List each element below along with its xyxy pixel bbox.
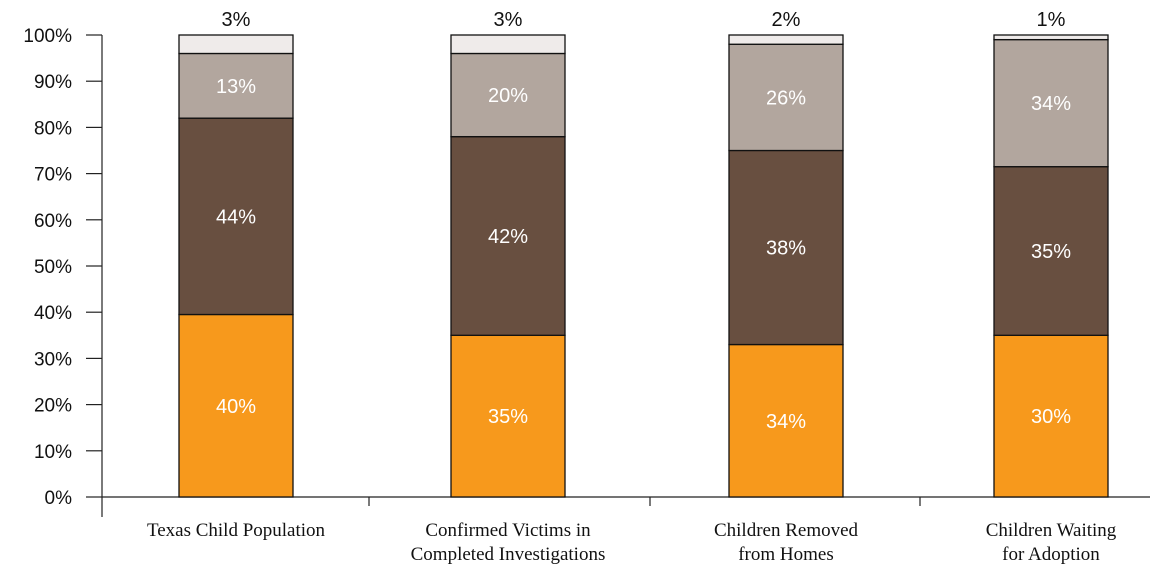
bar-segment [178, 52, 294, 119]
y-tick-label: 50% [34, 257, 72, 278]
y-tick-label: 70% [34, 165, 72, 186]
bars [178, 34, 1109, 498]
y-tick-label: 40% [34, 303, 72, 324]
bar-segment [178, 117, 294, 316]
bar-segment [993, 34, 1109, 41]
y-tick-label: 60% [34, 211, 72, 232]
y-tick-label: 20% [34, 396, 72, 417]
bar-segment [993, 166, 1109, 336]
x-category-label: Texas Child Population [147, 520, 326, 541]
bar-top-label: 1% [1037, 9, 1066, 31]
bar-segment [993, 334, 1109, 498]
bar-top-label: 2% [772, 9, 801, 31]
bar-segment [450, 135, 566, 336]
y-tick-label: 10% [34, 442, 72, 463]
bar-segment [728, 149, 844, 346]
bar-segment-label: 30% [1031, 406, 1071, 428]
y-tick-label: 80% [34, 118, 72, 139]
bar-segment-label: 35% [1031, 241, 1071, 263]
bar-top-label: 3% [222, 9, 251, 31]
x-category-label: Confirmed Victims in Completed Investigat… [411, 520, 606, 565]
bar-segment [450, 334, 566, 498]
bar-segment [728, 343, 844, 498]
bar-segment-label: 34% [1031, 93, 1071, 115]
bar-segment [450, 34, 566, 55]
bar-segment [728, 34, 844, 45]
bar-segment-label: 34% [766, 411, 806, 433]
bar-segment [178, 34, 294, 55]
y-tick-label: 0% [45, 488, 73, 509]
bar-segment-label: 40% [216, 396, 256, 418]
y-tick-label: 100% [23, 26, 72, 47]
y-axis: 0% 10% 20% 30% 40% 50% 60% 70% 80% 90% 100% [23, 26, 103, 517]
bar-segment-label: 26% [766, 87, 806, 109]
bar-segment [450, 52, 566, 138]
x-category-label: Children Waiting for Adoption [986, 520, 1117, 565]
bar-segment [178, 313, 294, 498]
bar-segment-label: 35% [488, 406, 528, 428]
bar-segment [993, 38, 1109, 168]
y-tick-label: 90% [34, 72, 72, 93]
bar-top-label: 3% [494, 9, 523, 31]
bar-segment-label: 44% [216, 206, 256, 228]
y-tick-label: 30% [34, 349, 72, 370]
bar-segment-label: 38% [766, 238, 806, 260]
bar-segment [728, 43, 844, 152]
bar-segment-label: 42% [488, 226, 528, 248]
data-labels: 40% 44% 13% 3% 35% 42% 20% 3% 34% 38% 26% 2% 30% 35% 3… [216, 9, 1071, 433]
bar-segment-label: 13% [216, 76, 256, 98]
x-axis: Texas Child Population Confirmed Victims … [102, 496, 1150, 565]
x-category-label: Children Removed from Homes [714, 520, 859, 565]
bar-segment-label: 20% [488, 85, 528, 107]
